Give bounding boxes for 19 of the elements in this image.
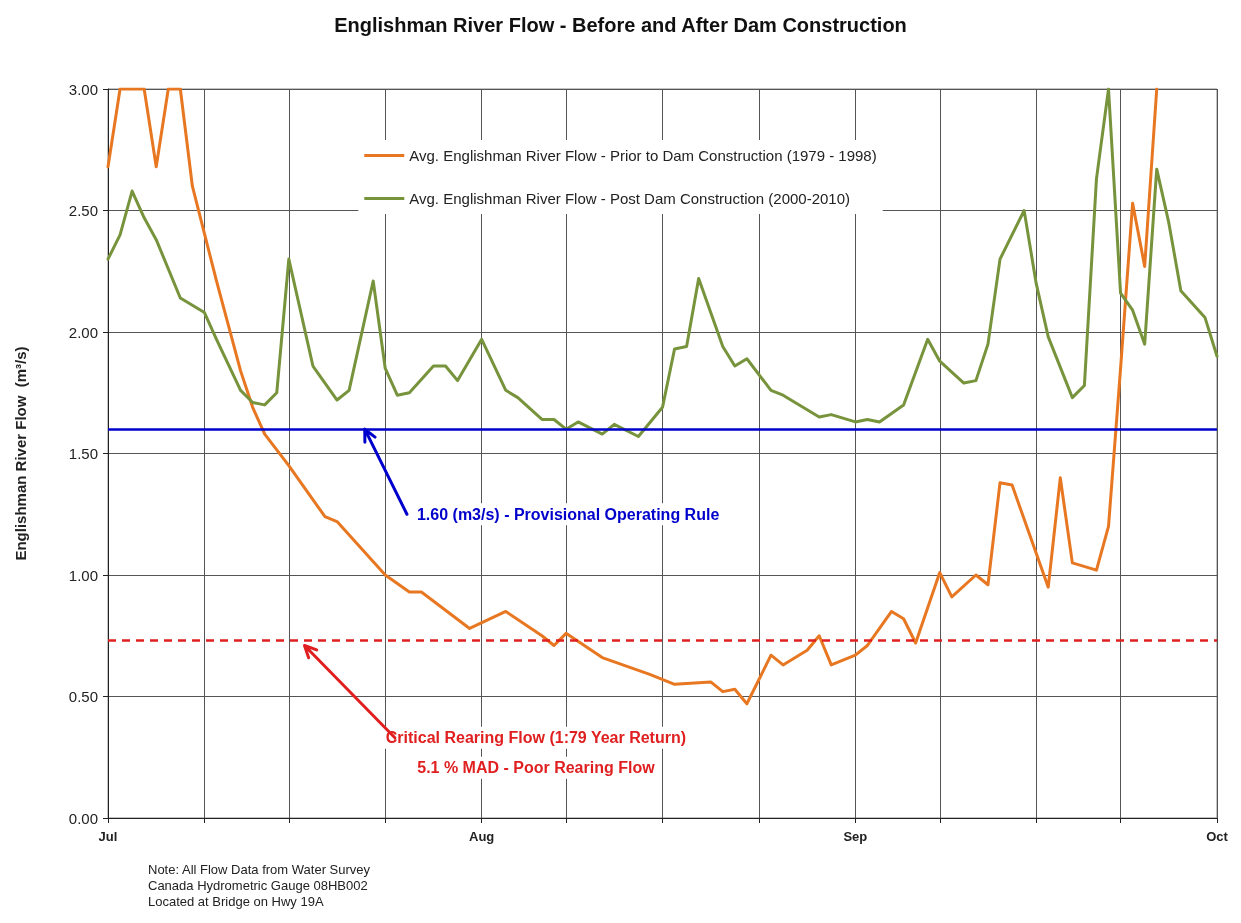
x-tick-label: Aug [469, 829, 495, 844]
y-tick-label: 0.50 [68, 688, 98, 705]
legend-label: Avg. Englishman River Flow - Post Dam Construction (2000-2010) [409, 190, 851, 207]
y-tick-label: 0.00 [68, 809, 98, 827]
chart-title: Englishman River Flow - Before and After Dam Construction [334, 14, 907, 36]
text: Note: All Flow Data from Water Survey Canada Hydrometric Gauge 08HB002 Located at Bridge on Hwy 19A [148, 862, 371, 910]
ref-line-label: Critical Rearing Flow (1:79 Year Return) 5.1 % MAD - Poor Rearing Flow [385, 729, 687, 777]
y-tick-label: 2.00 [68, 323, 98, 341]
line-series [106, 87, 1159, 706]
x-tick-label: Jul [98, 829, 118, 844]
legend-label: Avg. Englishman River Flow - Prior to Dam Construction (1979 - 1998) [409, 147, 877, 164]
y-tick-label: 3.00 [68, 80, 98, 98]
y-tick-label: 1.50 [68, 445, 98, 462]
ref-line-label: 1.60 (m3/s) - Provisional Operating Rule [416, 505, 720, 523]
y-tick-label: 1.00 [68, 566, 98, 584]
x-tick-label: Oct [1206, 829, 1229, 844]
x-tick-label: Sep [843, 829, 868, 844]
y-tick-label: 2.50 [68, 202, 98, 219]
y-axis-title: Englishman River Flow (m³/s) [12, 346, 29, 561]
